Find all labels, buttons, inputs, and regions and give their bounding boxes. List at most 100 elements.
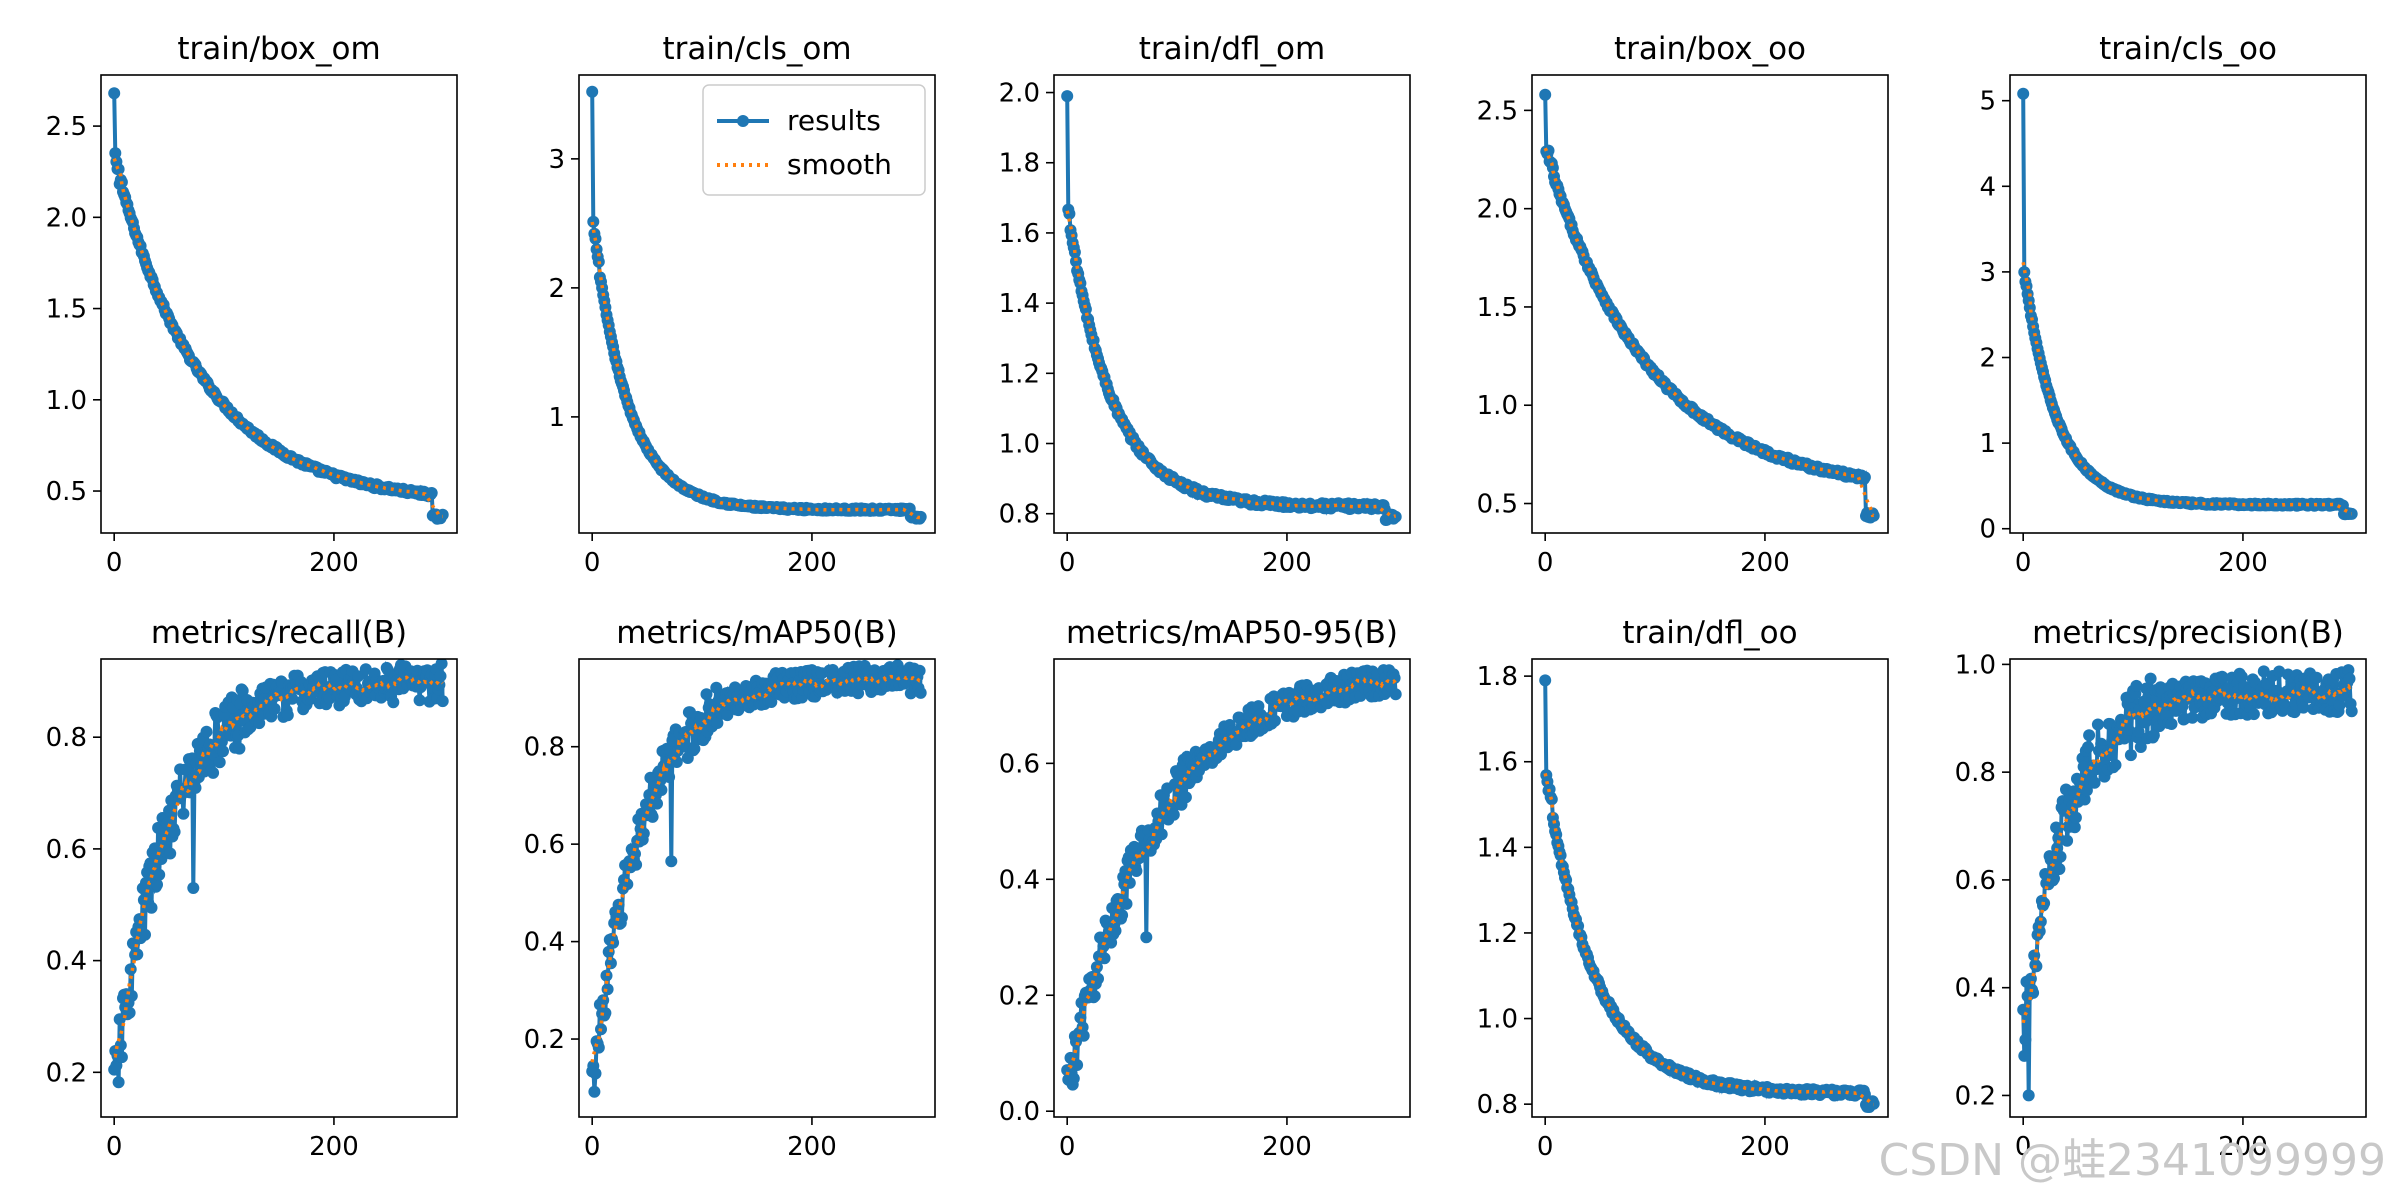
results-point [112, 163, 125, 176]
results-point [1388, 672, 1401, 684]
y-tick-label: 5 [1979, 87, 1996, 117]
results-point [189, 781, 202, 794]
results-point [1130, 865, 1143, 877]
y-tick-label: 1.8 [1477, 662, 1518, 692]
y-tick-label: 0.5 [1477, 490, 1518, 520]
subplot-title: metrics/precision(B) [2032, 615, 2344, 651]
subplot-title: train/dfl_oo [1622, 615, 1797, 651]
results-point [131, 948, 144, 961]
x-tick-label: 0 [584, 1132, 601, 1162]
results-point [2191, 685, 2204, 698]
results-point [1230, 738, 1243, 751]
results-point [665, 855, 678, 868]
axes-frame [100, 74, 458, 534]
results-point [2054, 850, 2067, 863]
results-point [1389, 688, 1402, 701]
plot-area [2017, 664, 2358, 1102]
x-tick-label: 200 [309, 548, 359, 578]
results-point [651, 797, 663, 810]
results-point [1179, 791, 1192, 804]
axes-frame [578, 74, 936, 534]
results-point [597, 994, 610, 1007]
results-point [688, 742, 701, 755]
results-point [2217, 671, 2230, 684]
results-point [2343, 672, 2356, 685]
y-tick-label: 2.0 [999, 79, 1040, 109]
results-point [140, 876, 152, 889]
results-markers [1539, 674, 1880, 1113]
y-tick-label: 0.0 [999, 1097, 1040, 1127]
smooth-line [1543, 147, 1875, 518]
y-tick-label: 2.0 [46, 203, 87, 233]
legend-results-marker [737, 115, 749, 127]
y-tick-label: 1.0 [999, 430, 1040, 460]
results-point [133, 913, 146, 926]
results-point [2124, 749, 2137, 762]
results-point [1071, 1059, 1084, 1071]
results-point [1268, 714, 1281, 727]
y-tick-label: 0.5 [46, 477, 87, 507]
results-point [637, 827, 650, 840]
smooth-line [2021, 683, 2353, 1024]
y-tick-label: 1.4 [999, 289, 1040, 319]
y-tick-label: 0.6 [999, 749, 1040, 779]
results-point [765, 696, 778, 708]
x-tick-label: 0 [2015, 1132, 2032, 1162]
x-tick-label: 200 [1262, 548, 1312, 578]
plot-area [1539, 674, 1880, 1113]
plot-area [1539, 88, 1880, 524]
subplot-5: train/cls_oo 0 200 0 1 2 3 4 5 [1979, 31, 2367, 578]
results-point [2019, 1033, 2032, 1046]
y-tick-label: 0 [1979, 515, 1996, 545]
results-point [139, 928, 151, 941]
legend-smooth-label: smooth [787, 148, 892, 181]
y-tick-label: 1.2 [999, 359, 1040, 389]
results-point [2186, 711, 2199, 724]
plot-area [586, 85, 927, 525]
y-tick-label: 1.4 [1477, 833, 1518, 863]
results-point [108, 87, 121, 100]
y-tick-label: 0.6 [524, 830, 565, 860]
y-tick-label: 1.2 [1477, 919, 1518, 949]
results-point [145, 901, 158, 914]
x-tick-label: 200 [787, 548, 837, 578]
results-point [2078, 793, 2091, 806]
axes-frame [2009, 74, 2367, 534]
results-point [711, 717, 724, 729]
results-point [586, 85, 599, 98]
y-tick-label: 1.0 [1477, 1005, 1518, 1035]
smooth-line [1065, 210, 1396, 519]
results-point [207, 766, 220, 779]
results-point [434, 670, 447, 683]
subplot-title: train/box_om [177, 31, 380, 67]
smooth-line [2021, 262, 2352, 516]
y-tick-label: 2.5 [1477, 96, 1518, 126]
x-tick-label: 0 [1537, 1132, 1554, 1162]
results-point [599, 1007, 612, 1020]
x-tick-label: 0 [1059, 1132, 1076, 1162]
axes-frame [100, 658, 458, 1118]
results-point [2018, 1049, 2031, 1062]
results-point [1098, 952, 1111, 965]
results-point [2132, 725, 2145, 738]
results-markers [108, 87, 449, 525]
results-point [114, 1039, 127, 1052]
y-tick-label: 1.0 [1955, 650, 1996, 680]
y-tick-label: 0.4 [1955, 974, 1996, 1004]
results-point [710, 681, 723, 694]
axes-frame [2009, 658, 2367, 1118]
results-point [2082, 741, 2094, 754]
y-tick-label: 0.8 [999, 500, 1040, 530]
results-point [164, 847, 177, 860]
results-point [2144, 672, 2157, 685]
y-tick-label: 1 [1979, 429, 1996, 459]
results-point [2147, 729, 2160, 742]
results-point [352, 670, 365, 683]
smooth-line [590, 221, 921, 520]
results-point [1858, 471, 1871, 484]
results-point [913, 664, 926, 677]
x-tick-label: 0 [584, 548, 601, 578]
results-point [588, 1085, 601, 1098]
results-point [1079, 303, 1092, 316]
